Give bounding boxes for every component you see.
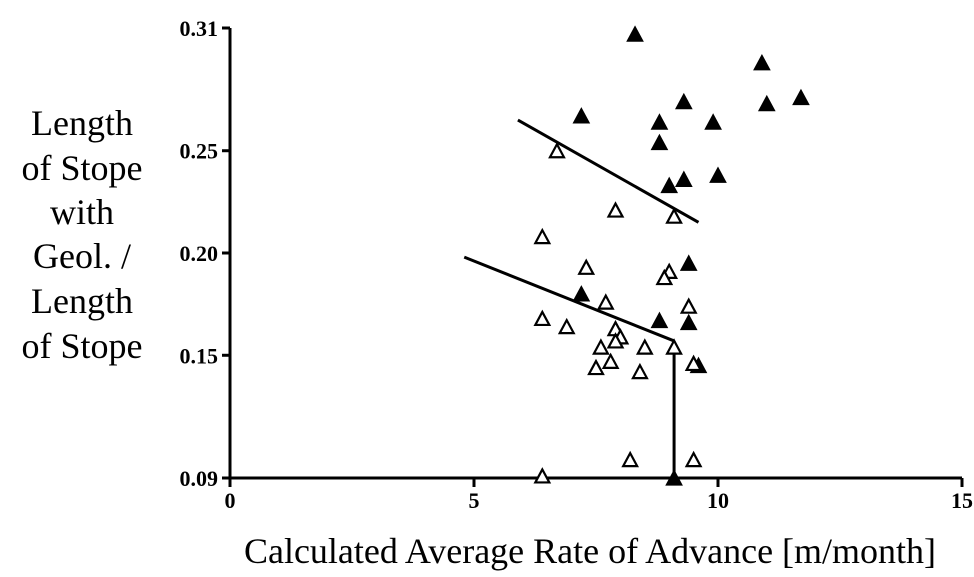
filled-triangle-point — [650, 133, 669, 151]
open-triangle-point — [596, 293, 615, 310]
y-axis-title-line: with — [50, 192, 114, 232]
trend-line — [463, 255, 675, 343]
filled-triangle-point — [572, 285, 591, 302]
open-triangle-point — [606, 201, 625, 218]
open-triangle-point — [592, 338, 610, 355]
open-triangle-point — [606, 332, 625, 349]
y-tick-label: 0.15 — [180, 343, 219, 368]
y-axis-title-line: of Stope — [22, 326, 143, 366]
y-axis-title-line: Length — [31, 281, 133, 321]
y-tick-label: 0.25 — [180, 139, 219, 164]
y-axis-title-line: of Stope — [22, 148, 143, 188]
filled-triangle-point — [792, 88, 810, 106]
open-triangle-point — [557, 317, 576, 335]
y-tick-label: 0.31 — [180, 16, 219, 41]
open-triangle-point — [635, 338, 654, 355]
filled-triangle-point — [757, 94, 776, 112]
filled-triangle-point — [709, 166, 727, 183]
open-triangle-point — [665, 207, 683, 224]
open-triangle-point — [679, 297, 698, 314]
open-triangle-point — [533, 467, 552, 484]
open-triangle-point — [684, 354, 703, 372]
open-triangle-point — [655, 268, 674, 286]
filled-triangle-point — [665, 469, 683, 486]
filled-triangle-point — [679, 313, 698, 331]
y-tick-label: 0.09 — [180, 466, 219, 491]
filled-triangle-point — [650, 311, 669, 329]
filled-triangle-point — [572, 107, 591, 124]
filled-triangle-point — [674, 170, 693, 187]
filled-triangle-point — [679, 254, 698, 271]
y-tick-label: 0.20 — [180, 241, 219, 266]
open-triangle-point — [665, 338, 683, 355]
fit-lines — [463, 118, 700, 478]
x-tick-label: 10 — [707, 488, 729, 513]
trend-line — [517, 118, 700, 224]
y-axis-title: Length of Stope with Geol. / Length of S… — [22, 103, 143, 366]
open-triangle-point — [577, 258, 596, 275]
filled-triangle-point — [704, 113, 722, 130]
x-axis-ticks: 0 5 10 15 — [225, 478, 973, 513]
open-triangle-point — [684, 450, 703, 468]
x-axis-title: Calculated Average Rate of Advance [m/mo… — [244, 531, 936, 571]
open-triangle-point — [548, 141, 566, 159]
x-tick-label: 0 — [225, 488, 236, 513]
x-tick-label: 5 — [469, 488, 480, 513]
filled-triangle-point — [650, 113, 669, 130]
open-triangle-point — [601, 352, 620, 370]
open-triangle-point — [533, 309, 552, 327]
open-triangle-point — [621, 450, 640, 468]
y-axis-title-line: Length — [31, 103, 133, 143]
filled-triangle-point — [626, 25, 644, 42]
y-axis-title-line: Geol. / — [33, 236, 131, 276]
y-axis-ticks: 0.09 0.15 0.20 0.25 0.31 — [180, 16, 230, 491]
filled-triangle-point — [674, 92, 693, 110]
x-tick-label: 15 — [951, 488, 973, 513]
open-triangle-point — [631, 362, 649, 380]
filled-triangle-point — [660, 176, 679, 194]
open-triangle-point — [587, 358, 605, 376]
filled-triangle-point — [753, 53, 771, 71]
open-triangle-point — [533, 227, 552, 245]
data-points — [533, 25, 810, 486]
